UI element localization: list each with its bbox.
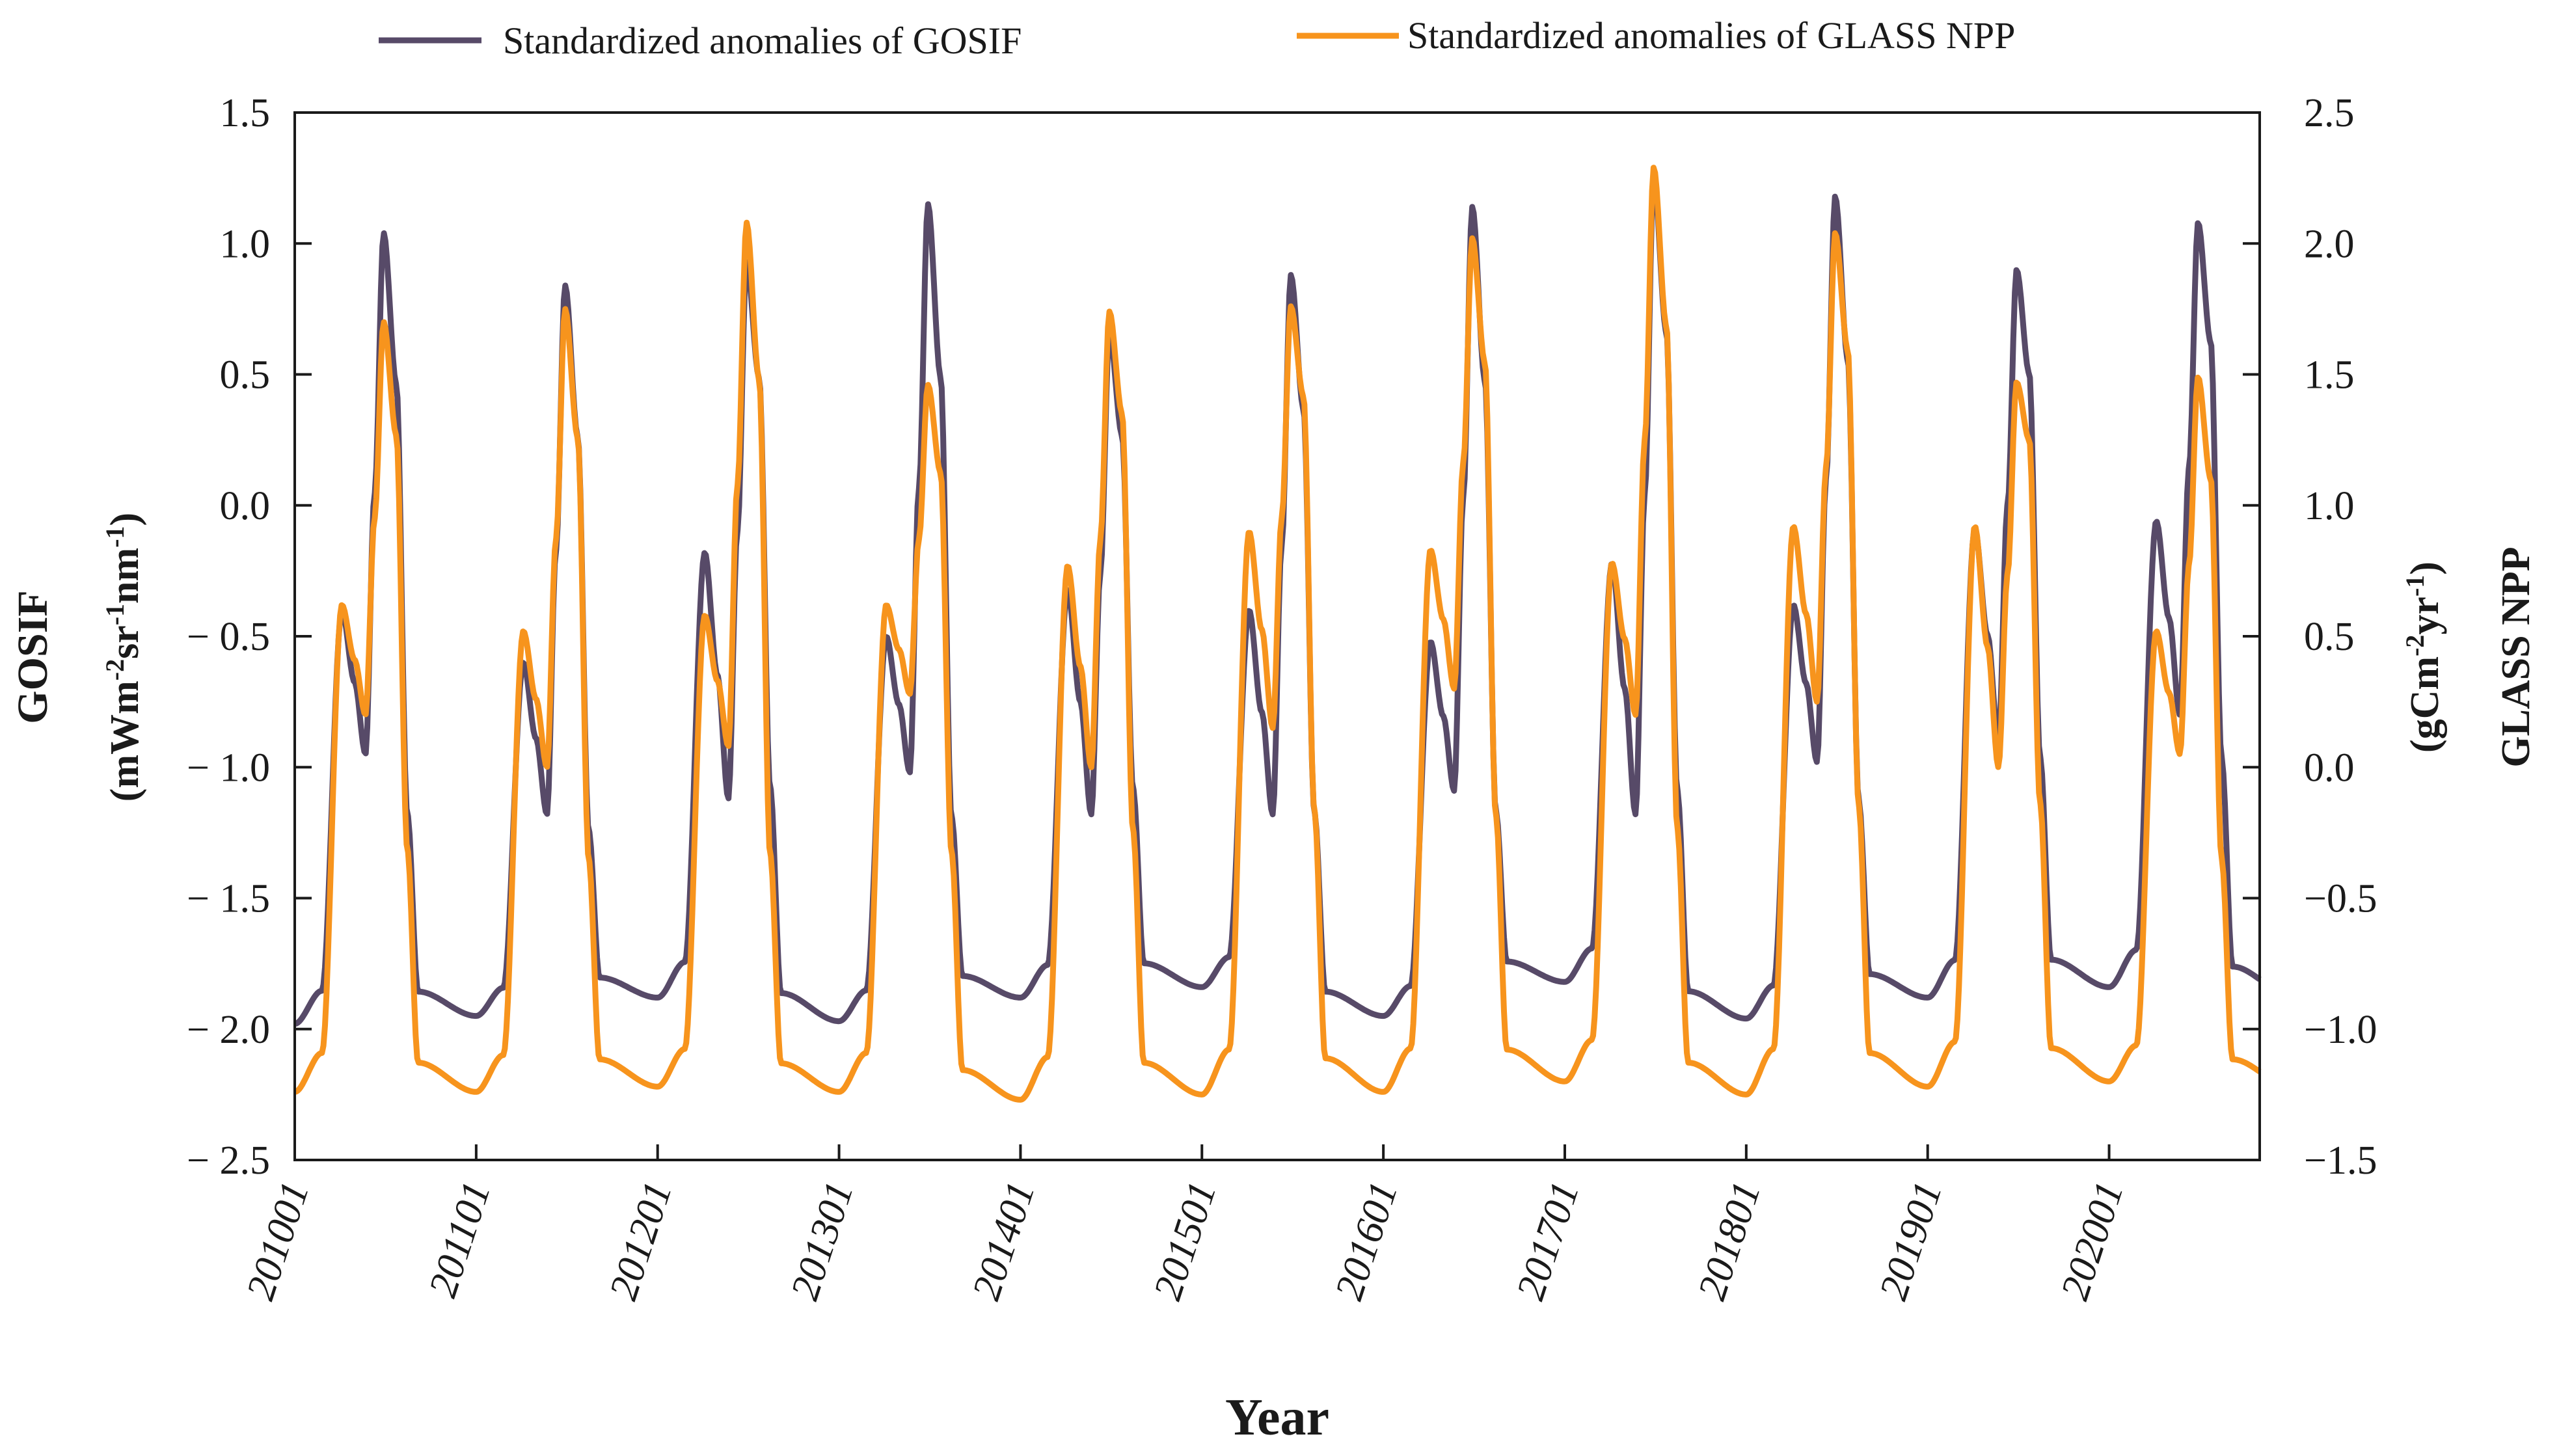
y-left-tick-label: − 1.0 (187, 746, 270, 790)
y-left-tick-label: − 0.5 (187, 615, 270, 659)
x-tick-label: 201601 (1327, 1176, 1406, 1305)
y-axis-right-unit: (gCm-2yr-1) (2400, 561, 2448, 753)
x-tick-label: 202001 (2053, 1176, 2132, 1305)
y-right-tick-label: 2.5 (2304, 91, 2355, 135)
x-tick-label: 201101 (420, 1176, 499, 1302)
x-tick-label: 201301 (783, 1176, 862, 1305)
y-right-tick-label: 1.0 (2304, 484, 2355, 528)
plot-frame (293, 111, 2261, 1161)
x-tick-label: 201001 (238, 1176, 318, 1305)
series-layer (293, 165, 2262, 1103)
x-tick-label: 201901 (1871, 1176, 1951, 1305)
y-left-tick-label: 1.0 (220, 222, 271, 266)
y-right-tick-label: 1.5 (2304, 353, 2355, 398)
x-axis-title: Year (1225, 1389, 1329, 1446)
y-axis-right-title: (gCm-2yr-1) GLASS NPP (2400, 546, 2539, 767)
y-left-tick-label: 0.0 (220, 484, 271, 528)
legend-label-gosif: Standardized anomalies of GOSIF (503, 20, 1022, 62)
y-right-tick-label: 0.0 (2304, 746, 2355, 790)
y-right-tick-label: −1.0 (2304, 1008, 2377, 1052)
ticks-layer: 1.5 1.0 0.5 0.0 − 0.5 − 1.0 − 1.5 − 2.0 − 2.5 2.5… (187, 91, 2377, 1305)
y-right-tick-label: −1.5 (2304, 1139, 2377, 1183)
y-right-tick-label: 0.5 (2304, 615, 2355, 659)
x-tick-label: 201501 (1145, 1176, 1225, 1305)
x-tick-label: 201801 (1690, 1176, 1769, 1305)
y-left-tick-label: − 1.5 (187, 877, 270, 921)
y-right-tick-label: −0.5 (2304, 877, 2377, 921)
y-left-tick-label: − 2.5 (187, 1139, 270, 1183)
y-axis-left-title: GOSIF (mWm-2sr-1nm-1) (9, 513, 147, 802)
legend: Standardized anomalies of GOSIF Standard… (379, 14, 2015, 62)
x-tick-label: 201401 (964, 1176, 1044, 1305)
y-left-tick-label: 0.5 (220, 353, 271, 398)
y-axis-right-main: GLASS NPP (2494, 546, 2538, 767)
legend-label-glass-npp: Standardized anomalies of GLASS NPP (1407, 14, 2015, 57)
x-tick-label: 201701 (1508, 1176, 1588, 1305)
y-left-tick-label: 1.5 (220, 91, 271, 135)
x-tick-label: 201201 (601, 1176, 681, 1305)
y-axis-left-unit: (mWm-2sr-1nm-1) (100, 513, 148, 802)
y-right-tick-label: 2.0 (2304, 222, 2355, 266)
series-line-glass-npp (293, 165, 2262, 1103)
y-left-tick-label: − 2.0 (187, 1008, 270, 1052)
y-axis-left-main: GOSIF (9, 590, 57, 723)
